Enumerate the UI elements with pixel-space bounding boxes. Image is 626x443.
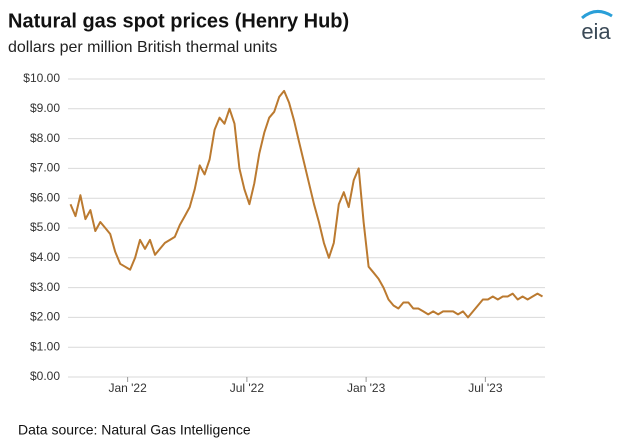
y-tick-label: $7.00 <box>30 161 60 175</box>
logo-arc <box>581 10 613 20</box>
y-tick-label: $8.00 <box>30 131 60 145</box>
chart-subtitle: dollars per million British thermal unit… <box>8 39 277 56</box>
logo: eia <box>581 19 611 44</box>
x-tick-label: Jul '22 <box>230 381 265 395</box>
y-tick-label: $6.00 <box>30 190 60 204</box>
x-tick-label: Jul '23 <box>468 381 503 395</box>
y-tick-label: $10.00 <box>23 71 60 85</box>
y-tick-label: $0.00 <box>30 369 60 383</box>
y-tick-label: $5.00 <box>30 220 60 234</box>
chart-title: Natural gas spot prices (Henry Hub) <box>8 10 349 32</box>
x-tick-label: Jan '23 <box>347 381 386 395</box>
x-tick-label: Jan '22 <box>108 381 147 395</box>
y-tick-label: $1.00 <box>30 339 60 353</box>
y-tick-label: $4.00 <box>30 250 60 264</box>
y-tick-label: $3.00 <box>30 280 60 294</box>
price-line <box>69 89 544 319</box>
y-tick-label: $9.00 <box>30 101 60 115</box>
y-tick-label: $2.00 <box>30 310 60 324</box>
source: Data source: Natural Gas Intelligence <box>18 422 251 438</box>
